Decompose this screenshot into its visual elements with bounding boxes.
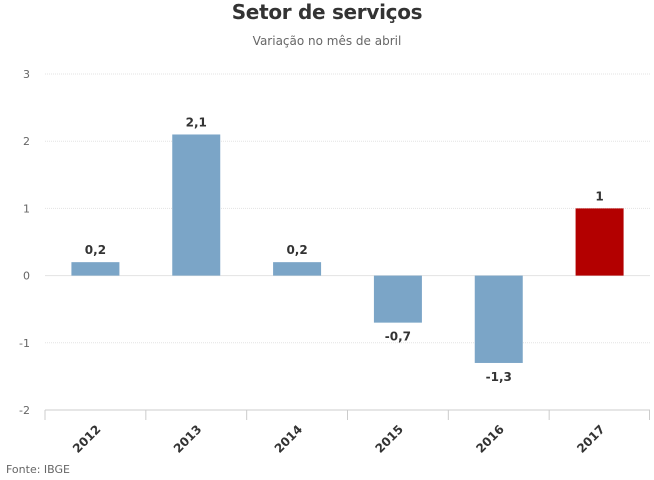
x-tick-label-2016: 2016: [473, 422, 507, 456]
bar-2012: [71, 262, 120, 276]
bar-2015: [373, 275, 422, 323]
data-label-2015: -0,7: [385, 330, 411, 344]
x-tick-label-2012: 2012: [70, 422, 104, 456]
bar-2017: [575, 208, 624, 276]
chart-subtitle: Variação no mês de abril: [252, 34, 402, 48]
y-tick-label: 0: [23, 270, 30, 283]
y-tick-label: 2: [23, 135, 30, 148]
y-tick-label: -2: [19, 404, 30, 417]
bar-2014: [273, 262, 322, 276]
chart-title: Setor de serviços: [231, 0, 423, 24]
bar-2016: [474, 275, 523, 363]
y-tick-label: 1: [23, 202, 30, 215]
data-label-2012: 0,2: [85, 243, 106, 257]
x-tick-label-2017: 2017: [574, 422, 608, 456]
bar-2013: [172, 134, 221, 276]
source-note: Fonte: IBGE: [6, 463, 70, 476]
x-tick-label-2015: 2015: [373, 422, 407, 456]
x-tick-label-2013: 2013: [171, 422, 205, 456]
data-label-2017: 1: [595, 189, 603, 203]
data-label-2014: 0,2: [286, 243, 307, 257]
y-tick-label: 3: [23, 68, 30, 81]
x-tick-label-2014: 2014: [272, 422, 306, 456]
data-label-2013: 2,1: [186, 115, 207, 129]
y-tick-label: -1: [19, 337, 30, 350]
data-label-2016: -1,3: [486, 370, 512, 384]
